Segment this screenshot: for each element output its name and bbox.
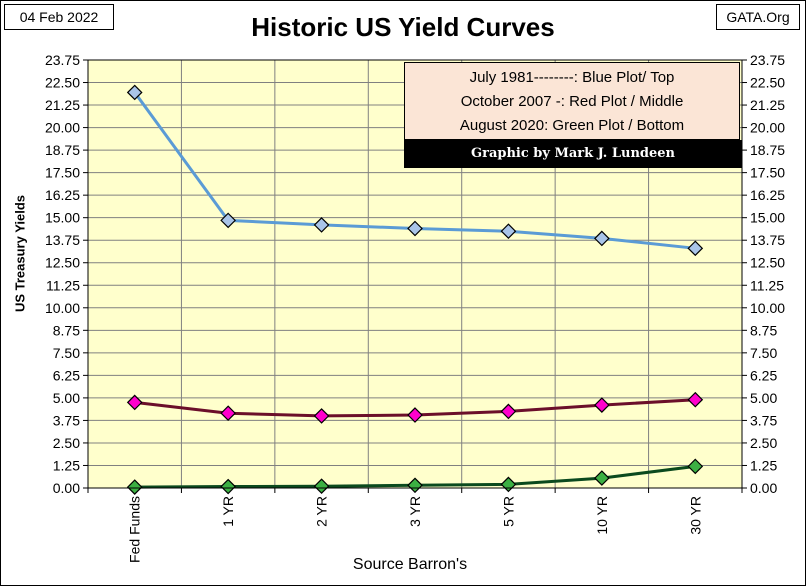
y-tick-label-left: 17.50	[45, 165, 80, 181]
source-org-label: GATA.Org	[716, 4, 800, 30]
y-axis-label: US Treasury Yields	[12, 194, 28, 313]
legend: July 1981--------: Blue Plot/ Top Octobe…	[404, 62, 740, 140]
y-tick-label-left: 15.00	[45, 210, 80, 226]
series-1-point	[313, 217, 330, 233]
x-tick-label: 10 YR	[594, 496, 610, 535]
y-tick-label-right: 18.75	[750, 142, 785, 158]
y-tick-label-right: 6.25	[750, 367, 777, 383]
y-tick-label-left: 20.00	[45, 120, 80, 136]
credit-label: Graphic by Mark J. Lundeen	[404, 140, 742, 168]
series-3-point	[407, 477, 423, 494]
series-1-point	[220, 212, 236, 229]
y-tick-label-left: 21.25	[45, 97, 80, 113]
y-tick-label-right: 15.00	[750, 210, 785, 226]
y-tick-label-left: 8.75	[53, 322, 80, 338]
y-tick-label-right: 10.00	[750, 300, 785, 316]
series-2-point	[687, 391, 704, 408]
y-tick-label-right: 22.50	[750, 75, 785, 91]
x-tick-label: 5 YR	[500, 496, 516, 527]
y-tick-label-right: 1.25	[750, 457, 777, 473]
series-3-point	[126, 479, 143, 495]
y-tick-label-left: 1.25	[53, 457, 80, 473]
y-tick-label-left: 23.75	[45, 52, 80, 68]
y-tick-label-left: 13.75	[45, 232, 80, 248]
y-tick-label-right: 13.75	[750, 232, 785, 248]
plot-border	[87, 59, 743, 489]
series-1-point	[407, 220, 423, 237]
y-tick-label-left: 16.25	[45, 187, 80, 203]
y-tick-label-left: 2.50	[53, 435, 80, 451]
y-tick-label-right: 17.50	[750, 165, 785, 181]
series-2-point	[407, 407, 423, 423]
y-tick-label-left: 5.00	[53, 390, 80, 406]
x-axis-label: Source Barron's	[352, 556, 468, 573]
legend-line-1: July 1981--------: Blue Plot/ Top	[469, 69, 675, 86]
series-3-point	[220, 478, 236, 495]
x-tick-label: Fed Funds	[127, 496, 143, 563]
series-3-point	[687, 458, 704, 475]
y-tick-label-right: 21.25	[750, 97, 785, 113]
y-tick-label-right: 7.50	[750, 345, 777, 361]
x-tick-label: 30 YR	[687, 496, 703, 535]
y-tick-label-right: 3.75	[750, 412, 777, 428]
y-tick-label-right: 2.50	[750, 435, 777, 451]
y-tick-label-left: 7.50	[53, 345, 80, 361]
y-tick-label-right: 0.00	[750, 480, 777, 496]
series-1-point	[126, 84, 143, 101]
chart-title: Historic US Yield Curves	[251, 12, 555, 42]
y-tick-label-right: 20.00	[750, 120, 785, 136]
y-tick-label-right: 16.25	[750, 187, 785, 203]
legend-line-2: October 2007 -: Red Plot / Middle	[460, 93, 684, 110]
y-tick-label-left: 22.50	[45, 75, 80, 91]
series-1-point	[594, 230, 610, 247]
y-tick-label-left: 10.00	[45, 300, 80, 316]
y-tick-label-left: 3.75	[53, 412, 80, 428]
y-tick-label-left: 12.50	[45, 255, 80, 271]
y-tick-label-left: 18.75	[45, 142, 80, 158]
series-1-point	[500, 223, 517, 240]
series-2-point	[220, 405, 236, 422]
y-tick-label-right: 23.75	[750, 52, 785, 68]
series-2-point	[313, 408, 330, 424]
x-tick-label: 1 YR	[220, 496, 236, 527]
y-tick-label-right: 5.00	[750, 390, 777, 406]
series-3-point	[594, 470, 610, 486]
series-1-point	[687, 240, 704, 257]
series-3-point	[313, 478, 330, 495]
legend-line-3: August 2020: Green Plot / Bottom	[459, 117, 685, 134]
x-tick-label: 2 YR	[314, 496, 330, 527]
x-tick-label: 3 YR	[407, 496, 423, 527]
y-tick-label-left: 6.25	[53, 367, 80, 383]
y-tick-label-left: 11.25	[46, 277, 80, 293]
y-tick-label-left: 0.00	[53, 480, 80, 496]
date-label: 04 Feb 2022	[4, 4, 114, 30]
y-tick-label-right: 11.25	[750, 277, 784, 293]
series-2-point	[594, 397, 610, 413]
series-2-point	[126, 394, 143, 411]
y-tick-label-right: 8.75	[750, 322, 777, 338]
y-tick-label-right: 12.50	[750, 255, 785, 271]
series-2-point	[500, 403, 517, 420]
